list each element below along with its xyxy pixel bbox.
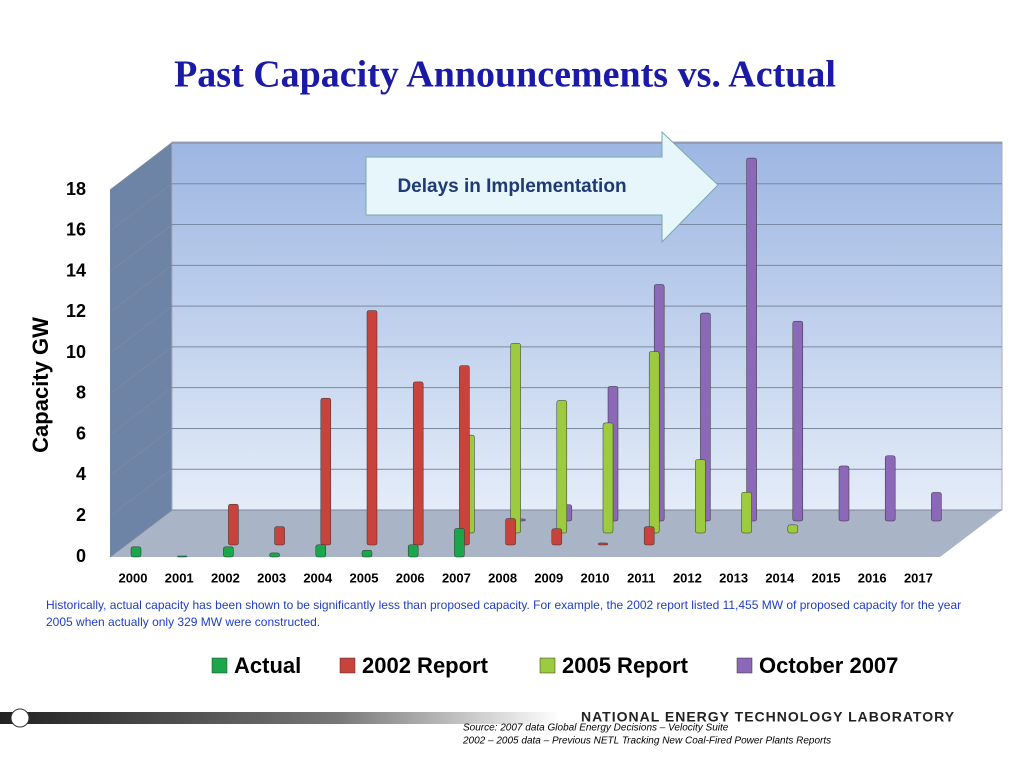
bar: [130, 546, 142, 558]
bar: [274, 526, 285, 546]
x-tick-label: 2014: [765, 570, 795, 585]
y-tick-label: 12: [66, 301, 86, 321]
bar: [695, 459, 706, 534]
bar: [412, 381, 424, 546]
lab-name: NATIONAL ENERGY TECHNOLOGY LABORATORY: [581, 709, 955, 725]
grid-line: [109, 142, 1002, 191]
bar: [787, 524, 799, 534]
chart-title: Past Capacity Announcements vs. Actual: [174, 54, 836, 96]
bar: [884, 455, 896, 522]
legend-swatch: [339, 657, 356, 674]
grid-line: [109, 468, 1002, 517]
note-box: Historically, actual capacity has been s…: [46, 598, 962, 629]
bar: [838, 465, 850, 522]
plot: [109, 142, 1002, 558]
x-tick-label: 2007: [442, 570, 471, 585]
x-tick-label: 2016: [858, 570, 887, 585]
x-tick-label: 2001: [165, 570, 194, 585]
x-tick-label: 2005: [350, 570, 379, 585]
x-tick-label: 2015: [812, 570, 841, 585]
y-tick-label: 10: [66, 342, 86, 362]
legend-swatch: [211, 657, 228, 674]
x-tick-label: 2000: [119, 570, 148, 585]
bar: [602, 422, 614, 534]
bar: [643, 526, 655, 546]
grid-line: [109, 183, 1002, 232]
bar: [551, 528, 563, 546]
source-2: 2002 – 2005 data – Previous NETL Trackin…: [462, 736, 831, 747]
bar: [361, 550, 373, 558]
bar: [648, 351, 660, 534]
legend-label: Actual: [234, 653, 301, 678]
bar: [931, 492, 942, 522]
x-tick-label: 2011: [627, 570, 655, 585]
x-tick-label: 2017: [904, 570, 933, 585]
bar: [176, 555, 188, 558]
legend-label: 2005 Report: [562, 653, 689, 678]
callout-arrow: [365, 130, 719, 244]
legend-swatch: [539, 657, 556, 674]
bar: [459, 365, 470, 546]
y-tick-label: 4: [76, 464, 86, 484]
bar: [454, 528, 465, 558]
source-1: Source: 2007 data Global Energy Decision…: [463, 723, 729, 734]
bar: [315, 544, 327, 558]
x-tick-label: 2010: [581, 570, 610, 585]
bar: [269, 552, 280, 558]
x-tick-label: 2009: [534, 570, 563, 585]
x-tick-label: 2003: [257, 570, 286, 585]
legend-label: October 2007: [759, 653, 898, 678]
x-tick-label: 2013: [719, 570, 748, 585]
logo-icon: [10, 708, 30, 728]
x-tick-label: 2008: [488, 570, 517, 585]
bar: [407, 544, 419, 558]
bar: [792, 320, 804, 522]
y-axis-label: Capacity GW: [28, 317, 53, 453]
grid-line: [109, 509, 1002, 558]
x-tick-label: 2002: [211, 570, 240, 585]
legend-swatch: [736, 657, 753, 674]
x-tick-label: 2012: [673, 570, 702, 585]
footer-bar: [0, 712, 560, 724]
bar: [228, 503, 239, 546]
y-tick-label: 6: [76, 423, 86, 443]
callout-text: Delays in Implementation: [397, 176, 626, 197]
x-tick-label: 2006: [396, 570, 425, 585]
y-tick-label: 0: [76, 546, 86, 566]
grid-line: [109, 305, 1002, 354]
y-tick-label: 16: [66, 220, 86, 240]
bar: [556, 400, 568, 534]
grid-line: [109, 264, 1002, 313]
grid-line: [109, 427, 1002, 476]
x-tick-label: 2004: [303, 570, 333, 585]
bar: [741, 491, 752, 534]
bar: [223, 546, 234, 558]
side-wall: [110, 142, 172, 557]
bar: [320, 397, 332, 546]
grid-line: [109, 224, 1002, 272]
grid-line: [109, 387, 1002, 436]
grid-line: [109, 346, 1002, 395]
bar: [746, 157, 757, 522]
y-tick-label: 18: [66, 179, 86, 199]
note: Historically, actual capacity has been s…: [46, 598, 962, 629]
bar: [505, 518, 516, 546]
y-tick-label: 8: [76, 383, 86, 403]
y-tick-label: 14: [66, 260, 86, 280]
bar: [366, 310, 378, 546]
legend-label: 2002 Report: [362, 653, 489, 678]
y-tick-label: 2: [76, 505, 86, 525]
bar: [510, 343, 521, 534]
bar: [597, 542, 609, 546]
legend: Actual 2002 Report 2005 Report October 2007: [211, 653, 898, 678]
